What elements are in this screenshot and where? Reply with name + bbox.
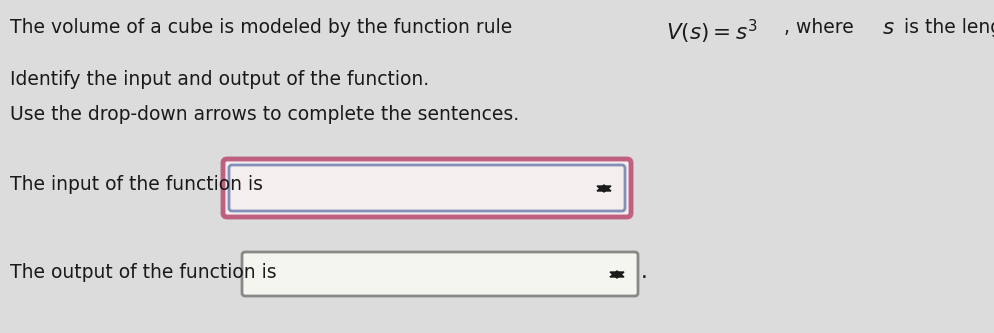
- Text: .: .: [640, 262, 647, 282]
- Text: $s$: $s$: [881, 18, 894, 38]
- Text: $V(s) = s^{3}$: $V(s) = s^{3}$: [665, 18, 756, 46]
- Polygon shape: [596, 185, 610, 191]
- Polygon shape: [596, 186, 610, 192]
- Polygon shape: [609, 272, 623, 278]
- Text: The input of the function is: The input of the function is: [10, 175, 262, 194]
- Text: The output of the function is: The output of the function is: [10, 262, 276, 281]
- FancyBboxPatch shape: [229, 165, 624, 211]
- Polygon shape: [609, 271, 623, 277]
- Text: , where: , where: [783, 18, 859, 37]
- FancyBboxPatch shape: [242, 252, 637, 296]
- FancyBboxPatch shape: [223, 159, 630, 217]
- Text: Identify the input and output of the function.: Identify the input and output of the fun…: [10, 70, 428, 89]
- Text: The volume of a cube is modeled by the function rule: The volume of a cube is modeled by the f…: [10, 18, 518, 37]
- Text: Use the drop-down arrows to complete the sentences.: Use the drop-down arrows to complete the…: [10, 105, 519, 124]
- Text: is the length of the side.: is the length of the side.: [898, 18, 994, 37]
